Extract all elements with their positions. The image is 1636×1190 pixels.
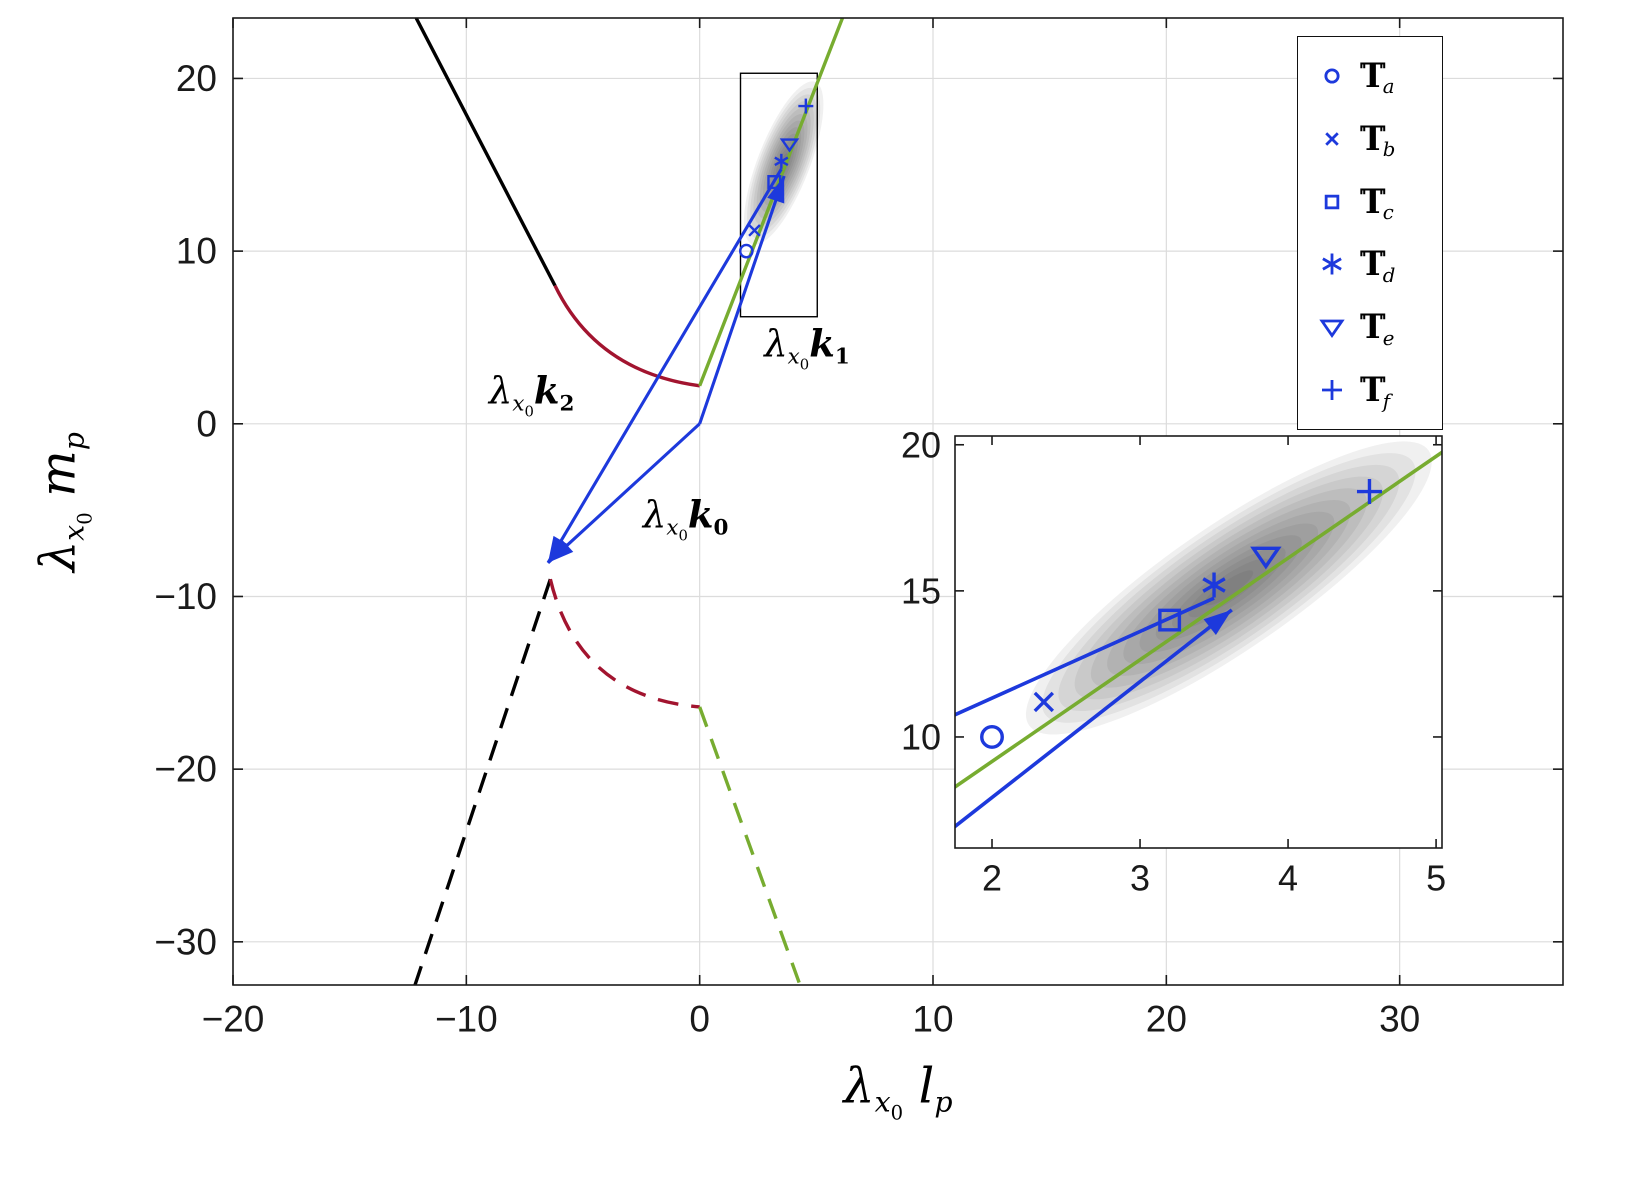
main-axes-content — [413, 18, 845, 985]
curve-branch-green-solid — [955, 450, 1442, 790]
svg-text:−20: −20 — [154, 749, 217, 790]
main-axes-box — [232, 17, 1564, 986]
svg-text:15: 15 — [901, 570, 941, 611]
inset-marker-T_a — [980, 725, 1004, 749]
arrowhead — [1203, 609, 1232, 635]
marker-T_d — [774, 153, 789, 169]
inset-marker-T_f — [1356, 479, 1382, 505]
svg-text:30: 30 — [1379, 998, 1420, 1039]
vector-k1 — [955, 608, 1233, 829]
inset-marker-T_e — [1250, 546, 1282, 570]
vector-k0 — [0, 1029, 696, 1190]
svg-text:−30: −30 — [154, 921, 217, 962]
svg-text:−10: −10 — [435, 998, 498, 1039]
vector-k2 — [546, 168, 783, 564]
marker-T_b — [748, 224, 761, 237]
curve-branch-green-dashed — [698, 706, 802, 985]
main-tick-labels: −20 −10 0 10 20 30 −30 −20 −10 0 10 20 — [154, 58, 1420, 1039]
svg-text:4: 4 — [1278, 857, 1298, 898]
curve-branch-green-solid — [698, 18, 845, 387]
inset-marker-T_b — [1033, 691, 1055, 713]
zoom-rectangle — [739, 72, 818, 318]
arrowhead — [548, 538, 574, 563]
svg-text:2: 2 — [982, 857, 1002, 898]
vector-k0 — [546, 422, 701, 564]
svg-text:10: 10 — [176, 231, 217, 272]
curve-branch-black-dashed — [413, 578, 552, 985]
inset-axes-content — [0, 441, 1442, 1190]
marker-T_c — [767, 174, 782, 190]
inset-tick-labels: 2 3 4 5 10 15 20 — [901, 424, 1446, 898]
curve-branch-maroon-solid-arc — [553, 284, 700, 388]
svg-text:20: 20 — [176, 58, 217, 99]
marker-T_f — [798, 98, 814, 114]
svg-text:10: 10 — [901, 716, 941, 757]
svg-text:−10: −10 — [154, 576, 217, 617]
svg-text:3: 3 — [1130, 857, 1150, 898]
marker-T_a — [738, 243, 754, 259]
svg-text:0: 0 — [689, 998, 710, 1039]
svg-text:10: 10 — [912, 998, 953, 1039]
vector-k2 — [955, 596, 1215, 717]
svg-text:20: 20 — [1146, 998, 1187, 1039]
inset-background — [955, 436, 1442, 848]
svg-text:5: 5 — [1426, 857, 1446, 898]
svg-text:20: 20 — [901, 424, 941, 465]
curve-branch-maroon-dashed-arc — [548, 578, 700, 709]
inset-axes-box — [954, 435, 1443, 849]
curve-branch-maroon-solid-arc — [0, 795, 696, 964]
svg-text:0: 0 — [196, 403, 217, 444]
marker-T_e — [779, 138, 800, 153]
curve-branch-black-solid — [414, 18, 557, 287]
inset-ticks — [955, 436, 1442, 848]
inset-marker-T_c — [1158, 608, 1182, 632]
vector-k1 — [698, 175, 786, 425]
svg-text:−20: −20 — [202, 998, 265, 1039]
main-ticks — [232, 18, 1563, 985]
inset-marker-T_d — [1202, 572, 1226, 598]
